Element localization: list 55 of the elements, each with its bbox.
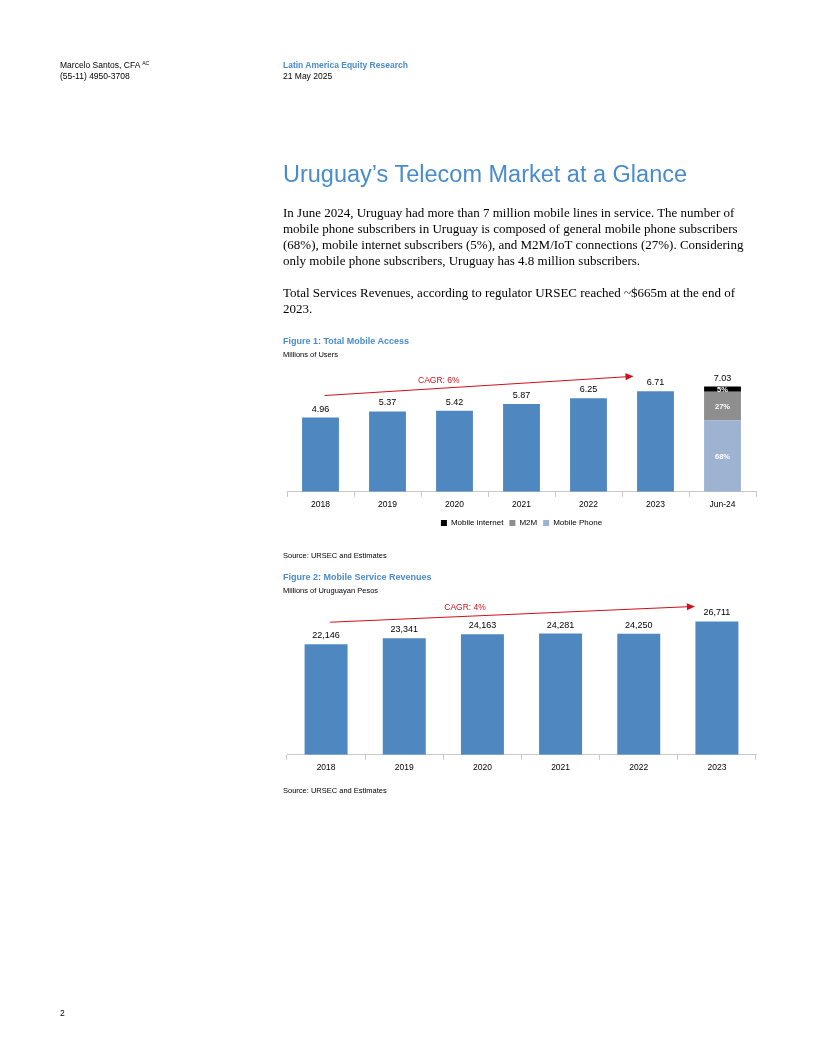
bar: [539, 633, 583, 755]
x-tick-label: 2020: [445, 499, 465, 510]
total-label: 7.03: [713, 372, 732, 383]
data-label: 24,281: [546, 619, 575, 630]
x-tick-label: 2019: [378, 499, 398, 510]
chart-title: Figure 2: Mobile Service Revenues: [283, 571, 433, 583]
data-label: 4.96: [311, 403, 330, 414]
x-tick-label: 2021: [551, 762, 571, 773]
data-label: 22,146: [312, 630, 340, 641]
bar: [436, 410, 473, 492]
data-label: 5.87: [512, 389, 531, 400]
bar: [637, 391, 674, 492]
text: Uruguay’s Telecom Market at a Glance: [283, 160, 688, 188]
x-tick-label: 2018: [316, 762, 336, 773]
text: (55-11) 4950-3708: [60, 71, 130, 82]
text: Marcelo Santos, CFA $^{AC}$: [60, 60, 150, 71]
x-tick-label: 2022: [579, 499, 599, 510]
data-label: 23,341: [390, 624, 419, 635]
bar: [460, 634, 504, 755]
legend-label: M2M: [519, 518, 538, 528]
text: Total Services Revenues, according to regulator URSEC reached ~$665m at the end of 2023.: [283, 285, 736, 317]
legend-label: Mobile Phone: [553, 518, 603, 528]
data-label: 5.37: [378, 397, 397, 408]
data-label: 24,250: [624, 619, 653, 630]
x-tick-label: Jun-24: [709, 499, 736, 510]
bar: [382, 638, 426, 755]
bar: [617, 633, 661, 755]
x-tick-label: 2021: [512, 499, 532, 510]
x-tick-label: 2023: [646, 499, 666, 510]
bar: [704, 391, 741, 421]
chart-title: Figure 1: Total Mobile Access: [283, 335, 411, 347]
x-tick-label: 2022: [629, 762, 649, 773]
text: 2: [60, 1008, 65, 1019]
bar: [503, 403, 540, 492]
data-label: 6.25: [579, 384, 598, 395]
text: CAGR: 6%: [418, 374, 461, 385]
x-tick-label: 2018: [311, 499, 331, 510]
bar: [302, 417, 339, 492]
data-label: 26,711: [703, 607, 731, 618]
x-tick-label: 2019: [394, 762, 414, 773]
data-label: 6.71: [646, 377, 665, 388]
bar: [704, 420, 741, 492]
text: In June 2024, Uruguay had more than 7 million mobile lines in service. The number of mobile phone subscribers in Uruguay is composed of general mobile phone subscribers (68%), mobile internet subscribers (5%), and M2M/IoT connections (27%). Considering only mobile phone subscribers, Uruguay has 4.8 million subscribers.: [283, 205, 745, 269]
bar: [695, 621, 739, 755]
bar: [304, 644, 348, 755]
x-tick-label: 2023: [707, 762, 727, 773]
text: CAGR: 4%: [444, 602, 487, 613]
data-label: 24,163: [468, 620, 497, 631]
x-tick-label: 2020: [472, 762, 493, 773]
bar: [369, 411, 406, 492]
legend-label: Mobile internet: [450, 518, 505, 528]
text: 21 May 2025: [283, 71, 333, 82]
text: Latin America Equity Research: [283, 60, 408, 71]
bar: [570, 398, 607, 492]
data-label: 5.42: [445, 396, 464, 407]
